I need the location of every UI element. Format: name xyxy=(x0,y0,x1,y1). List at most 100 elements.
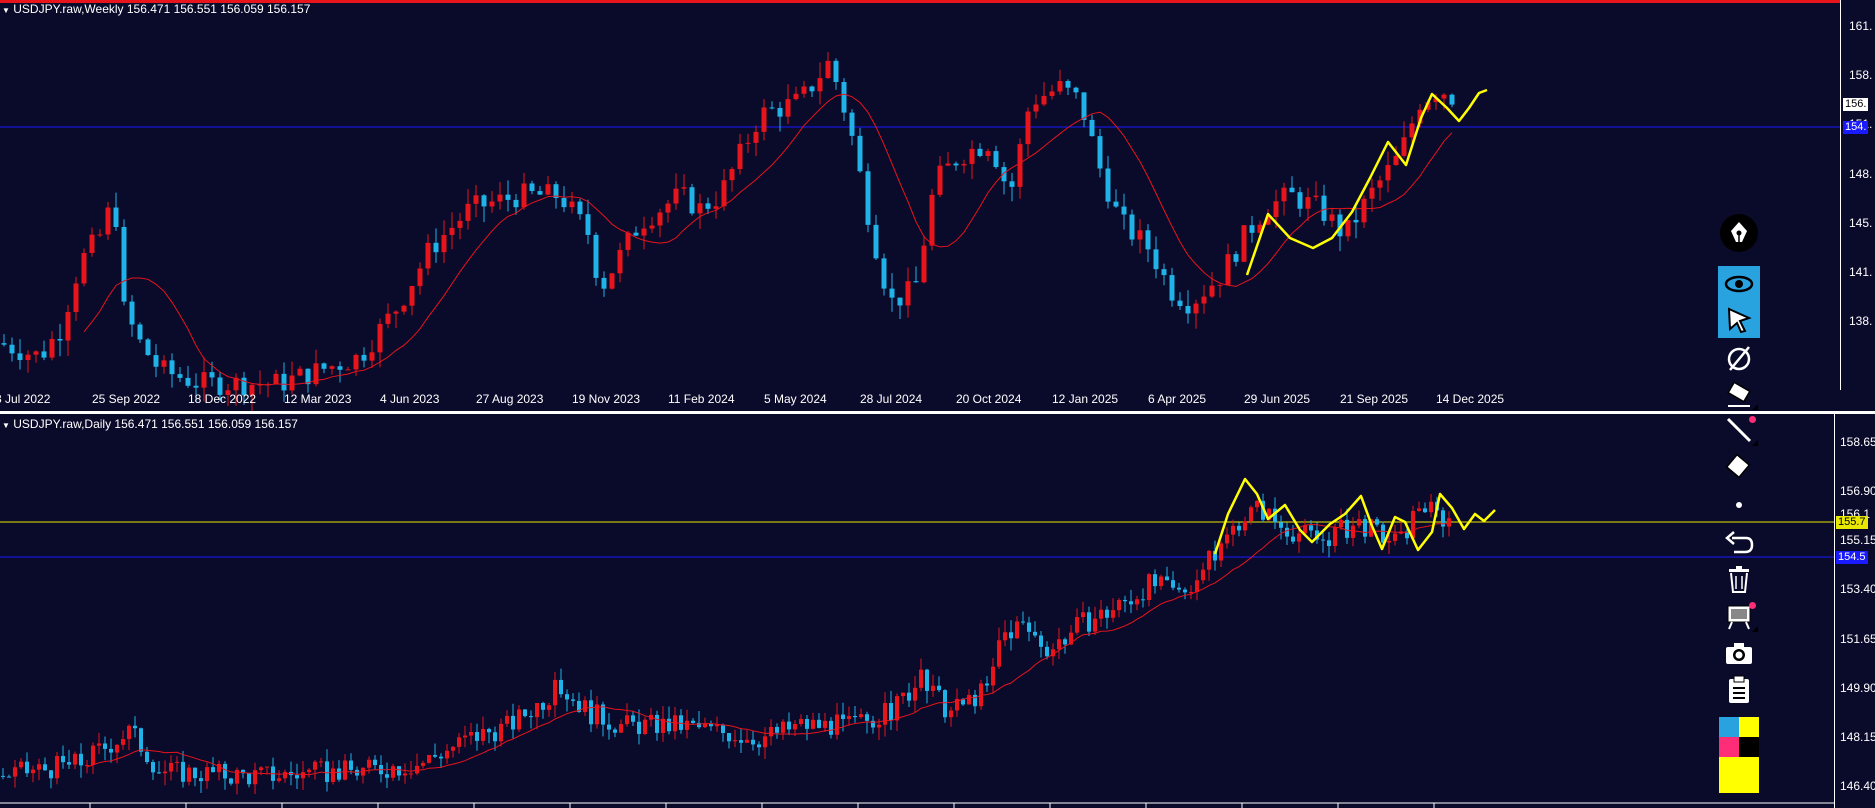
candle-body xyxy=(993,151,999,168)
clipboard-icon xyxy=(1729,675,1749,703)
candle-body xyxy=(907,692,911,701)
cursor-tool-button[interactable] xyxy=(1718,302,1760,338)
candle-body xyxy=(217,377,223,395)
candle-body xyxy=(871,720,875,728)
candle-body xyxy=(201,372,207,388)
candle-body xyxy=(1225,254,1231,285)
daily-chart-pane[interactable]: ▼ USDJPY.raw,Daily 156.471 156.551 156.0… xyxy=(0,414,1875,808)
candle-body xyxy=(1449,94,1455,105)
pane-separator[interactable] xyxy=(0,411,1875,414)
candle-body xyxy=(569,201,575,208)
candle-body xyxy=(1111,610,1115,618)
candle-body xyxy=(1441,94,1447,99)
undo-tool-button[interactable] xyxy=(1718,523,1760,559)
candle-body xyxy=(1321,539,1325,541)
candle-body xyxy=(721,180,727,207)
candle-body xyxy=(283,771,287,779)
candle-body xyxy=(919,669,923,688)
candle-body xyxy=(337,768,341,780)
candle-body xyxy=(55,755,59,779)
weekly-time-axis[interactable]: 3 Jul 2022 25 Sep 2022 18 Dec 2022 12 Mar 2… xyxy=(0,390,1840,412)
candle-body xyxy=(229,778,233,784)
candle-body xyxy=(233,377,239,391)
candle-body xyxy=(65,311,71,341)
presentation-tool-button[interactable] xyxy=(1718,598,1760,634)
candle-body xyxy=(1255,500,1259,508)
candle-body xyxy=(329,366,335,369)
collapse-icon[interactable]: ▼ xyxy=(2,421,10,430)
candle-body xyxy=(709,723,713,727)
candle-body xyxy=(1161,269,1167,276)
moving-average-line xyxy=(83,93,1453,386)
candle-body xyxy=(1363,519,1367,537)
candle-body xyxy=(313,363,319,385)
screenshot-tool-button[interactable] xyxy=(1718,635,1760,671)
collapse-icon[interactable]: ▼ xyxy=(2,6,10,15)
date-tick-label: 18 Dec 2022 xyxy=(188,392,257,406)
candle-body xyxy=(529,716,533,718)
candle-body xyxy=(607,724,611,730)
daily-price-axis[interactable] xyxy=(1834,414,1875,808)
line-icon xyxy=(1726,417,1752,443)
price-tick-label: 138. xyxy=(1849,314,1873,328)
dot-tool-button[interactable] xyxy=(1718,487,1760,523)
candle-body xyxy=(369,352,375,361)
candle-body xyxy=(1375,519,1379,525)
hide-tool-button[interactable] xyxy=(1718,340,1760,376)
candle-body xyxy=(1209,285,1215,297)
candle-body xyxy=(817,78,823,92)
line-tool-button[interactable] xyxy=(1718,412,1760,448)
candle-body xyxy=(967,694,971,705)
candle-body xyxy=(331,768,335,782)
candle-body xyxy=(209,372,215,378)
candle-body xyxy=(801,86,807,94)
candle-body xyxy=(1201,569,1205,581)
candle-body xyxy=(105,207,111,235)
candle-body xyxy=(1243,521,1247,531)
candle-body xyxy=(1057,639,1061,650)
crossed-circle-icon xyxy=(1727,346,1751,371)
candle-body xyxy=(1141,599,1145,601)
candle-body xyxy=(9,344,15,354)
candle-body xyxy=(595,704,599,725)
candle-body xyxy=(753,131,759,143)
candle-body xyxy=(541,703,545,710)
submenu-corner xyxy=(1752,440,1758,446)
candle-body xyxy=(1153,249,1159,270)
eraser-tool-button[interactable] xyxy=(1718,376,1760,412)
candle-body xyxy=(1081,92,1087,120)
candle-body xyxy=(19,761,23,768)
delete-tool-button[interactable] xyxy=(1718,561,1760,597)
candle-body xyxy=(193,385,199,388)
price-tick-label: 153.40 xyxy=(1840,582,1875,596)
candle-body xyxy=(657,212,663,226)
candle-body xyxy=(307,769,311,773)
candle-body xyxy=(1003,632,1007,641)
active-color-swatch[interactable] xyxy=(1719,757,1759,793)
moving-average-line xyxy=(86,523,1450,776)
candle-body xyxy=(1201,296,1207,304)
weekly-price-axis[interactable] xyxy=(1840,0,1875,390)
eye-icon xyxy=(1724,275,1754,293)
clear-tool-button[interactable] xyxy=(1718,449,1760,485)
candle-body xyxy=(217,763,221,773)
weekly-chart-pane[interactable]: ▼ USDJPY.raw,Weekly 156.471 156.551 156.… xyxy=(0,0,1875,412)
candle-body xyxy=(281,373,287,391)
candle-body xyxy=(1267,508,1271,520)
candle-body xyxy=(1273,508,1277,523)
eye-tool-button[interactable] xyxy=(1718,266,1760,302)
clipboard-tool-button[interactable] xyxy=(1718,672,1760,708)
candle-body xyxy=(727,733,731,742)
candle-body xyxy=(985,151,991,156)
weekly-chart-canvas[interactable] xyxy=(0,0,1840,412)
candle-body xyxy=(881,258,887,289)
candle-body xyxy=(577,700,581,712)
date-tick-label: 25 Sep 2022 xyxy=(92,392,161,406)
candle-body xyxy=(559,679,563,695)
candle-body xyxy=(949,710,953,718)
pen-tool-button[interactable] xyxy=(1718,213,1760,253)
candle-body xyxy=(97,743,101,746)
color-palette-button[interactable] xyxy=(1719,717,1759,757)
candle-body xyxy=(1279,522,1283,528)
daily-chart-canvas[interactable] xyxy=(0,414,1835,808)
